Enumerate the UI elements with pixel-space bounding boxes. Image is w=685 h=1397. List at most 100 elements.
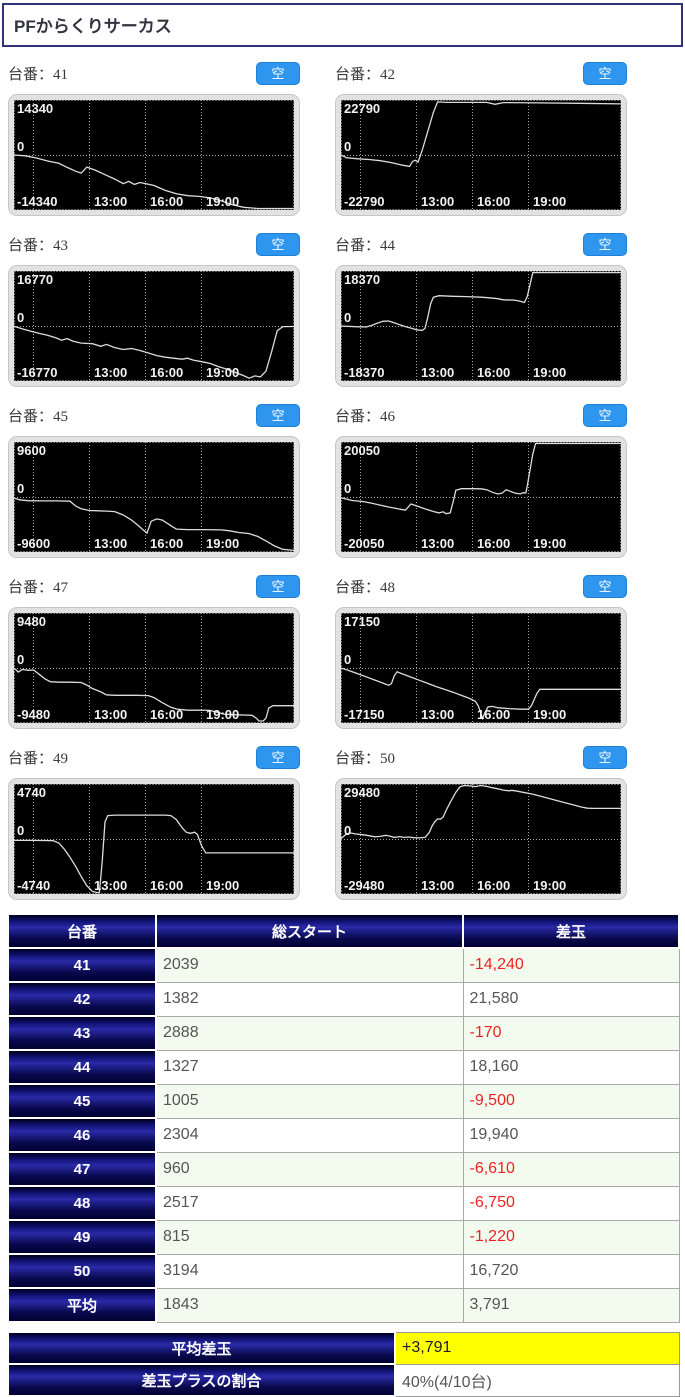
table-row-50: 50 3194 16,720 [7,1253,680,1289]
vacant-status-button[interactable]: 空 [256,232,300,256]
vacant-status-button[interactable]: 空 [583,403,627,427]
machine-panel-head: 台番：50 空 [335,745,627,769]
slump-chart-50: 29480 0 -29480 13:00 16:00 19:00 [341,784,621,894]
slump-graphs-grid: 台番：41 空 14340 0 -14340 13:00 16:00 19:00 台番：42 空 2… [0,61,685,900]
machine-number-cell: 43 [7,1015,157,1051]
slump-graph-frame: 18370 0 -18370 13:00 16:00 19:00 [335,265,627,387]
total-start-cell: 1382 [155,981,464,1017]
machine-label: 台番：48 [335,579,396,596]
xtick-label: 19:00 [206,878,239,893]
machine-label: 台番：45 [8,408,69,425]
ytick-zero: 0 [17,652,24,667]
ytick-zero: 0 [344,823,351,838]
xtick-label: 19:00 [206,194,239,209]
ytick-zero: 0 [17,823,24,838]
slump-chart-47: 9480 0 -9480 13:00 16:00 19:00 [14,613,294,723]
page-title: PFからくりサーカス [2,3,683,47]
xtick-label: 19:00 [206,536,239,551]
summary-row-average: 平均差玉 +3,791 [7,1331,680,1365]
total-start-cell: 2517 [155,1185,464,1221]
total-start-cell: 1843 [155,1287,464,1323]
xtick-label: 19:00 [206,707,239,722]
slump-graph-frame: 16770 0 -16770 13:00 16:00 19:00 [8,265,300,387]
machine-panel-49: 台番：49 空 4740 0 -4740 13:00 16:00 19:00 [8,745,300,900]
results-table-body: 41 2039 -14,240 42 1382 21,580 43 2888 -170 44 132… [7,947,680,1323]
vacant-status-button[interactable]: 空 [256,574,300,598]
vacant-status-button[interactable]: 空 [583,61,627,85]
machine-panel-head: 台番：42 空 [335,61,627,85]
xtick-label: 13:00 [94,707,127,722]
machine-panel-head: 台番：49 空 [8,745,300,769]
xtick-label: 19:00 [533,365,566,380]
slump-chart-48: 17150 0 -17150 13:00 16:00 19:00 [341,613,621,723]
vacant-status-button[interactable]: 空 [256,61,300,85]
machine-panel-42: 台番：42 空 22790 0 -22790 13:00 16:00 19:00 [335,61,627,216]
xtick-label: 13:00 [94,878,127,893]
slump-chart-46: 20050 0 -20050 13:00 16:00 19:00 [341,442,621,552]
total-start-cell: 3194 [155,1253,464,1289]
xtick-label: 16:00 [150,707,183,722]
slump-chart-42: 22790 0 -22790 13:00 16:00 19:00 [341,100,621,210]
machine-panel-head: 台番：43 空 [8,232,300,256]
machine-panel-head: 台番：46 空 [335,403,627,427]
total-start-cell: 815 [155,1219,464,1255]
xtick-label: 16:00 [150,365,183,380]
ytick-zero: 0 [344,139,351,154]
ytick-min: -14340 [17,194,57,209]
vacant-status-button[interactable]: 空 [583,574,627,598]
xtick-label: 13:00 [94,536,127,551]
machine-label: 台番：47 [8,579,69,596]
vacant-status-button[interactable]: 空 [256,403,300,427]
ytick-zero: 0 [344,310,351,325]
machine-number-cell: 50 [7,1253,157,1289]
sadama-cell: -6,610 [462,1151,680,1187]
sadama-cell: 3,791 [462,1287,680,1323]
xtick-label: 13:00 [421,707,454,722]
ytick-min: -9480 [17,707,50,722]
vacant-status-button[interactable]: 空 [583,745,627,769]
machine-label: 台番：43 [8,237,69,254]
slump-graph-frame: 14340 0 -14340 13:00 16:00 19:00 [8,94,300,216]
xtick-label: 16:00 [477,194,510,209]
machine-label: 台番：42 [335,66,396,83]
summary-table: 平均差玉 +3,791 差玉プラスの割合 40%(4/10台) [7,1331,680,1397]
table-row-43: 43 2888 -170 [7,1015,680,1051]
xtick-label: 16:00 [477,707,510,722]
ytick-zero: 0 [344,652,351,667]
ytick-max: 14340 [17,101,53,116]
sadama-cell: 18,160 [462,1049,680,1085]
vacant-status-button[interactable]: 空 [583,232,627,256]
machine-label: 台番：46 [335,408,396,425]
ytick-zero: 0 [17,310,24,325]
slump-graph-frame: 9600 0 -9600 13:00 16:00 19:00 [8,436,300,558]
ytick-min: -17150 [344,707,384,722]
machine-panel-46: 台番：46 空 20050 0 -20050 13:00 16:00 19:00 [335,403,627,558]
slump-chart-45: 9600 0 -9600 13:00 16:00 19:00 [14,442,294,552]
sadama-cell: 16,720 [462,1253,680,1289]
ytick-max: 20050 [344,443,380,458]
results-table-header-row: 台番 総スタート 差玉 [7,913,680,949]
xtick-label: 13:00 [421,194,454,209]
vacant-status-button[interactable]: 空 [256,745,300,769]
ytick-zero: 0 [17,139,24,154]
total-start-cell: 2304 [155,1117,464,1153]
machine-panel-head: 台番：44 空 [335,232,627,256]
sadama-cell: -6,750 [462,1185,680,1221]
ytick-max: 4740 [17,785,46,800]
xtick-label: 16:00 [477,365,510,380]
machine-panel-47: 台番：47 空 9480 0 -9480 13:00 16:00 19:00 [8,574,300,729]
sadama-cell: -1,220 [462,1219,680,1255]
table-row-44: 44 1327 18,160 [7,1049,680,1085]
table-row-48: 48 2517 -6,750 [7,1185,680,1221]
machine-number-cell: 47 [7,1151,157,1187]
ytick-max: 18370 [344,272,380,287]
machine-panel-41: 台番：41 空 14340 0 -14340 13:00 16:00 19:00 [8,61,300,216]
machine-label: 台番：41 [8,66,69,83]
sadama-cell: 19,940 [462,1117,680,1153]
machine-number-cell: 48 [7,1185,157,1221]
slump-chart-44: 18370 0 -18370 13:00 16:00 19:00 [341,271,621,381]
table-row-47: 47 960 -6,610 [7,1151,680,1187]
slump-graph-frame: 29480 0 -29480 13:00 16:00 19:00 [335,778,627,900]
summary-value-plus-ratio: 40%(4/10台) [394,1363,680,1397]
summary-label-plus-ratio: 差玉プラスの割合 [7,1363,396,1397]
